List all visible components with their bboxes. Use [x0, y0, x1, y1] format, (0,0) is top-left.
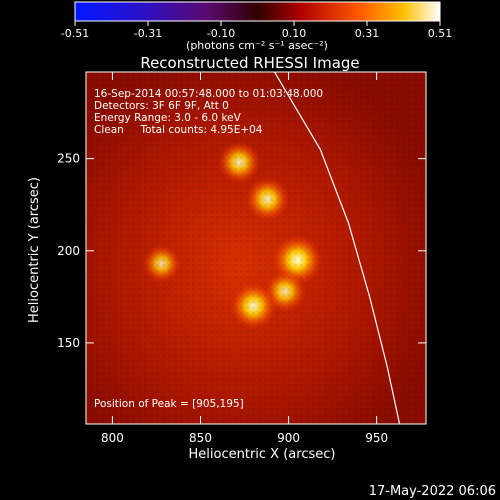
- y-tick-label: 150: [57, 336, 80, 350]
- y-axis-ticks: 150 200 250: [57, 152, 426, 350]
- colorbar-tick-label: 0.31: [355, 27, 380, 40]
- colorbar-tick-label: 0.10: [282, 27, 307, 40]
- x-axis-label: Heliocentric X (arcsec): [189, 447, 336, 462]
- image-area: [86, 72, 426, 424]
- x-axis-ticks: 800 850 900 950: [101, 72, 388, 445]
- annotation-energy-range: Energy Range: 3.0 - 6.0 keV: [94, 112, 242, 124]
- x-tick-label: 800: [101, 431, 124, 445]
- y-axis-label: Heliocentric Y (arcsec): [27, 177, 42, 323]
- plot-frame: [85, 71, 427, 425]
- colorbar-tick-label: 0.51: [428, 27, 453, 40]
- peak-position-label: Position of Peak = [905,195]: [94, 398, 244, 410]
- colorbar-unit-label: (photons cm⁻² s⁻¹ asec⁻²): [186, 39, 328, 52]
- annotation-detectors: Detectors: 3F 6F 9F, Att 0: [94, 100, 229, 112]
- x-tick-label: 900: [277, 431, 300, 445]
- solar-limb-arc: [273, 72, 401, 424]
- x-tick-label: 950: [365, 431, 388, 445]
- chart-title: Reconstructed RHESSI Image: [140, 54, 359, 72]
- annotation-method-counts: Clean Total counts: 4.95E+04: [94, 124, 263, 136]
- colorbar-tick-label: -0.51: [61, 27, 89, 40]
- colorbar-ticks: -0.51 -0.31 -0.10 0.10 0.31 0.51: [61, 21, 452, 40]
- x-tick-label: 850: [189, 431, 212, 445]
- footer-timestamp: 17-May-2022 06:06: [369, 484, 496, 499]
- colorbar-tick-label: -0.10: [207, 27, 235, 40]
- y-tick-label: 250: [57, 152, 80, 166]
- colorbar-tick-label: -0.31: [134, 27, 162, 40]
- colorbar: [74, 1, 441, 22]
- y-tick-label: 200: [57, 244, 80, 258]
- annotation-time-range: 16-Sep-2014 00:57:48.000 to 01:03:48.000: [94, 88, 323, 100]
- observation-annotations: 16-Sep-2014 00:57:48.000 to 01:03:48.000…: [94, 88, 323, 136]
